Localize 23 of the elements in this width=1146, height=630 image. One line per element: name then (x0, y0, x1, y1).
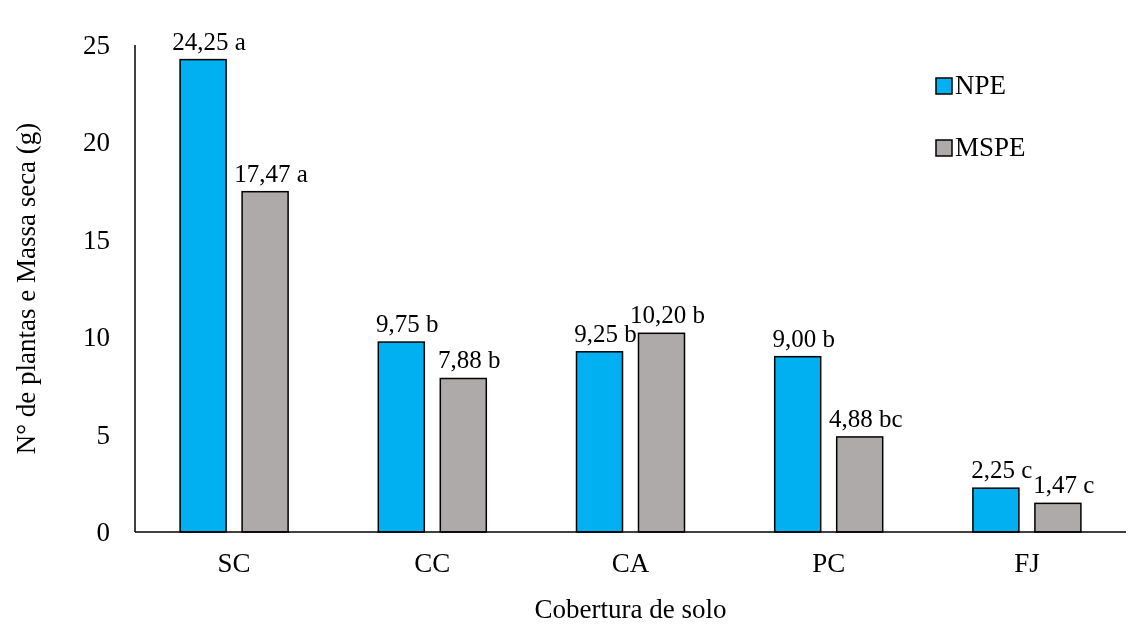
x-tick-label: PC (812, 548, 846, 578)
x-tick-label: SC (217, 548, 251, 578)
data-label: 7,88 b (438, 346, 501, 374)
data-label: 9,75 b (376, 310, 439, 338)
y-tick-label: 20 (83, 127, 110, 158)
data-label: 2,25 c (971, 456, 1033, 484)
y-tick-label: 25 (83, 30, 110, 60)
y-tick-label: 5 (96, 419, 110, 450)
data-label: 9,00 b (772, 324, 835, 352)
y-tick-label: 0 (96, 517, 110, 547)
x-axis-title: Cobertura de solo (534, 594, 727, 624)
y-tick-label: 15 (83, 224, 110, 255)
legend-label: MSPE (955, 132, 1026, 162)
data-label: 1,47 c (1033, 471, 1095, 499)
x-tick-label: CA (611, 548, 650, 578)
legend-label: NPE (955, 70, 1007, 100)
data-label: 24,25 a (172, 27, 246, 55)
y-axis-title: N° de plantas e Massa seca (g) (11, 122, 41, 455)
x-tick-label: FJ (1014, 548, 1040, 578)
x-tick-label: CC (414, 548, 451, 578)
y-tick-label: 10 (83, 322, 110, 353)
data-label: 17,47 a (234, 159, 308, 187)
data-label: 4,88 bc (828, 404, 903, 432)
